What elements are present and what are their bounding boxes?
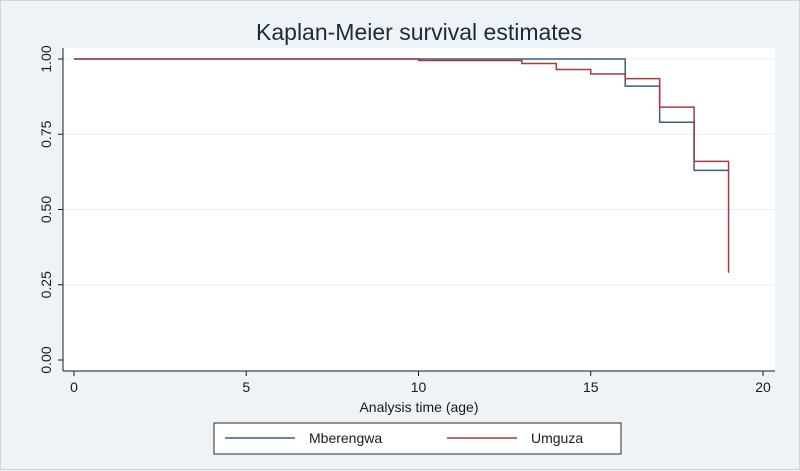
x-tick-label: 15 bbox=[583, 379, 599, 395]
x-tick-label: 5 bbox=[242, 379, 250, 395]
legend-label-umguza: Umguza bbox=[531, 430, 583, 446]
y-tick-label: 0.00 bbox=[38, 346, 54, 373]
y-tick-label: 0.75 bbox=[38, 120, 54, 147]
x-tick-label: 10 bbox=[411, 379, 427, 395]
y-tick-label: 0.50 bbox=[38, 196, 54, 223]
chart-title: Kaplan-Meier survival estimates bbox=[256, 19, 582, 45]
x-tick-label: 0 bbox=[70, 379, 78, 395]
series-lines bbox=[74, 58, 730, 273]
x-tick-label: 20 bbox=[755, 379, 771, 395]
series-line-umguza bbox=[74, 58, 730, 273]
axes: 0.00 0.25 0.50 0.75 1.00 0 5 10 15 20 bbox=[38, 45, 775, 395]
x-axis-label: Analysis time (age) bbox=[359, 399, 478, 415]
y-tick-label: 0.25 bbox=[38, 271, 54, 298]
y-tick-label: 1.00 bbox=[38, 45, 54, 72]
legend: Mberengwa Umguza bbox=[213, 422, 622, 455]
legend-label-mberengwa: Mberengwa bbox=[309, 430, 382, 446]
